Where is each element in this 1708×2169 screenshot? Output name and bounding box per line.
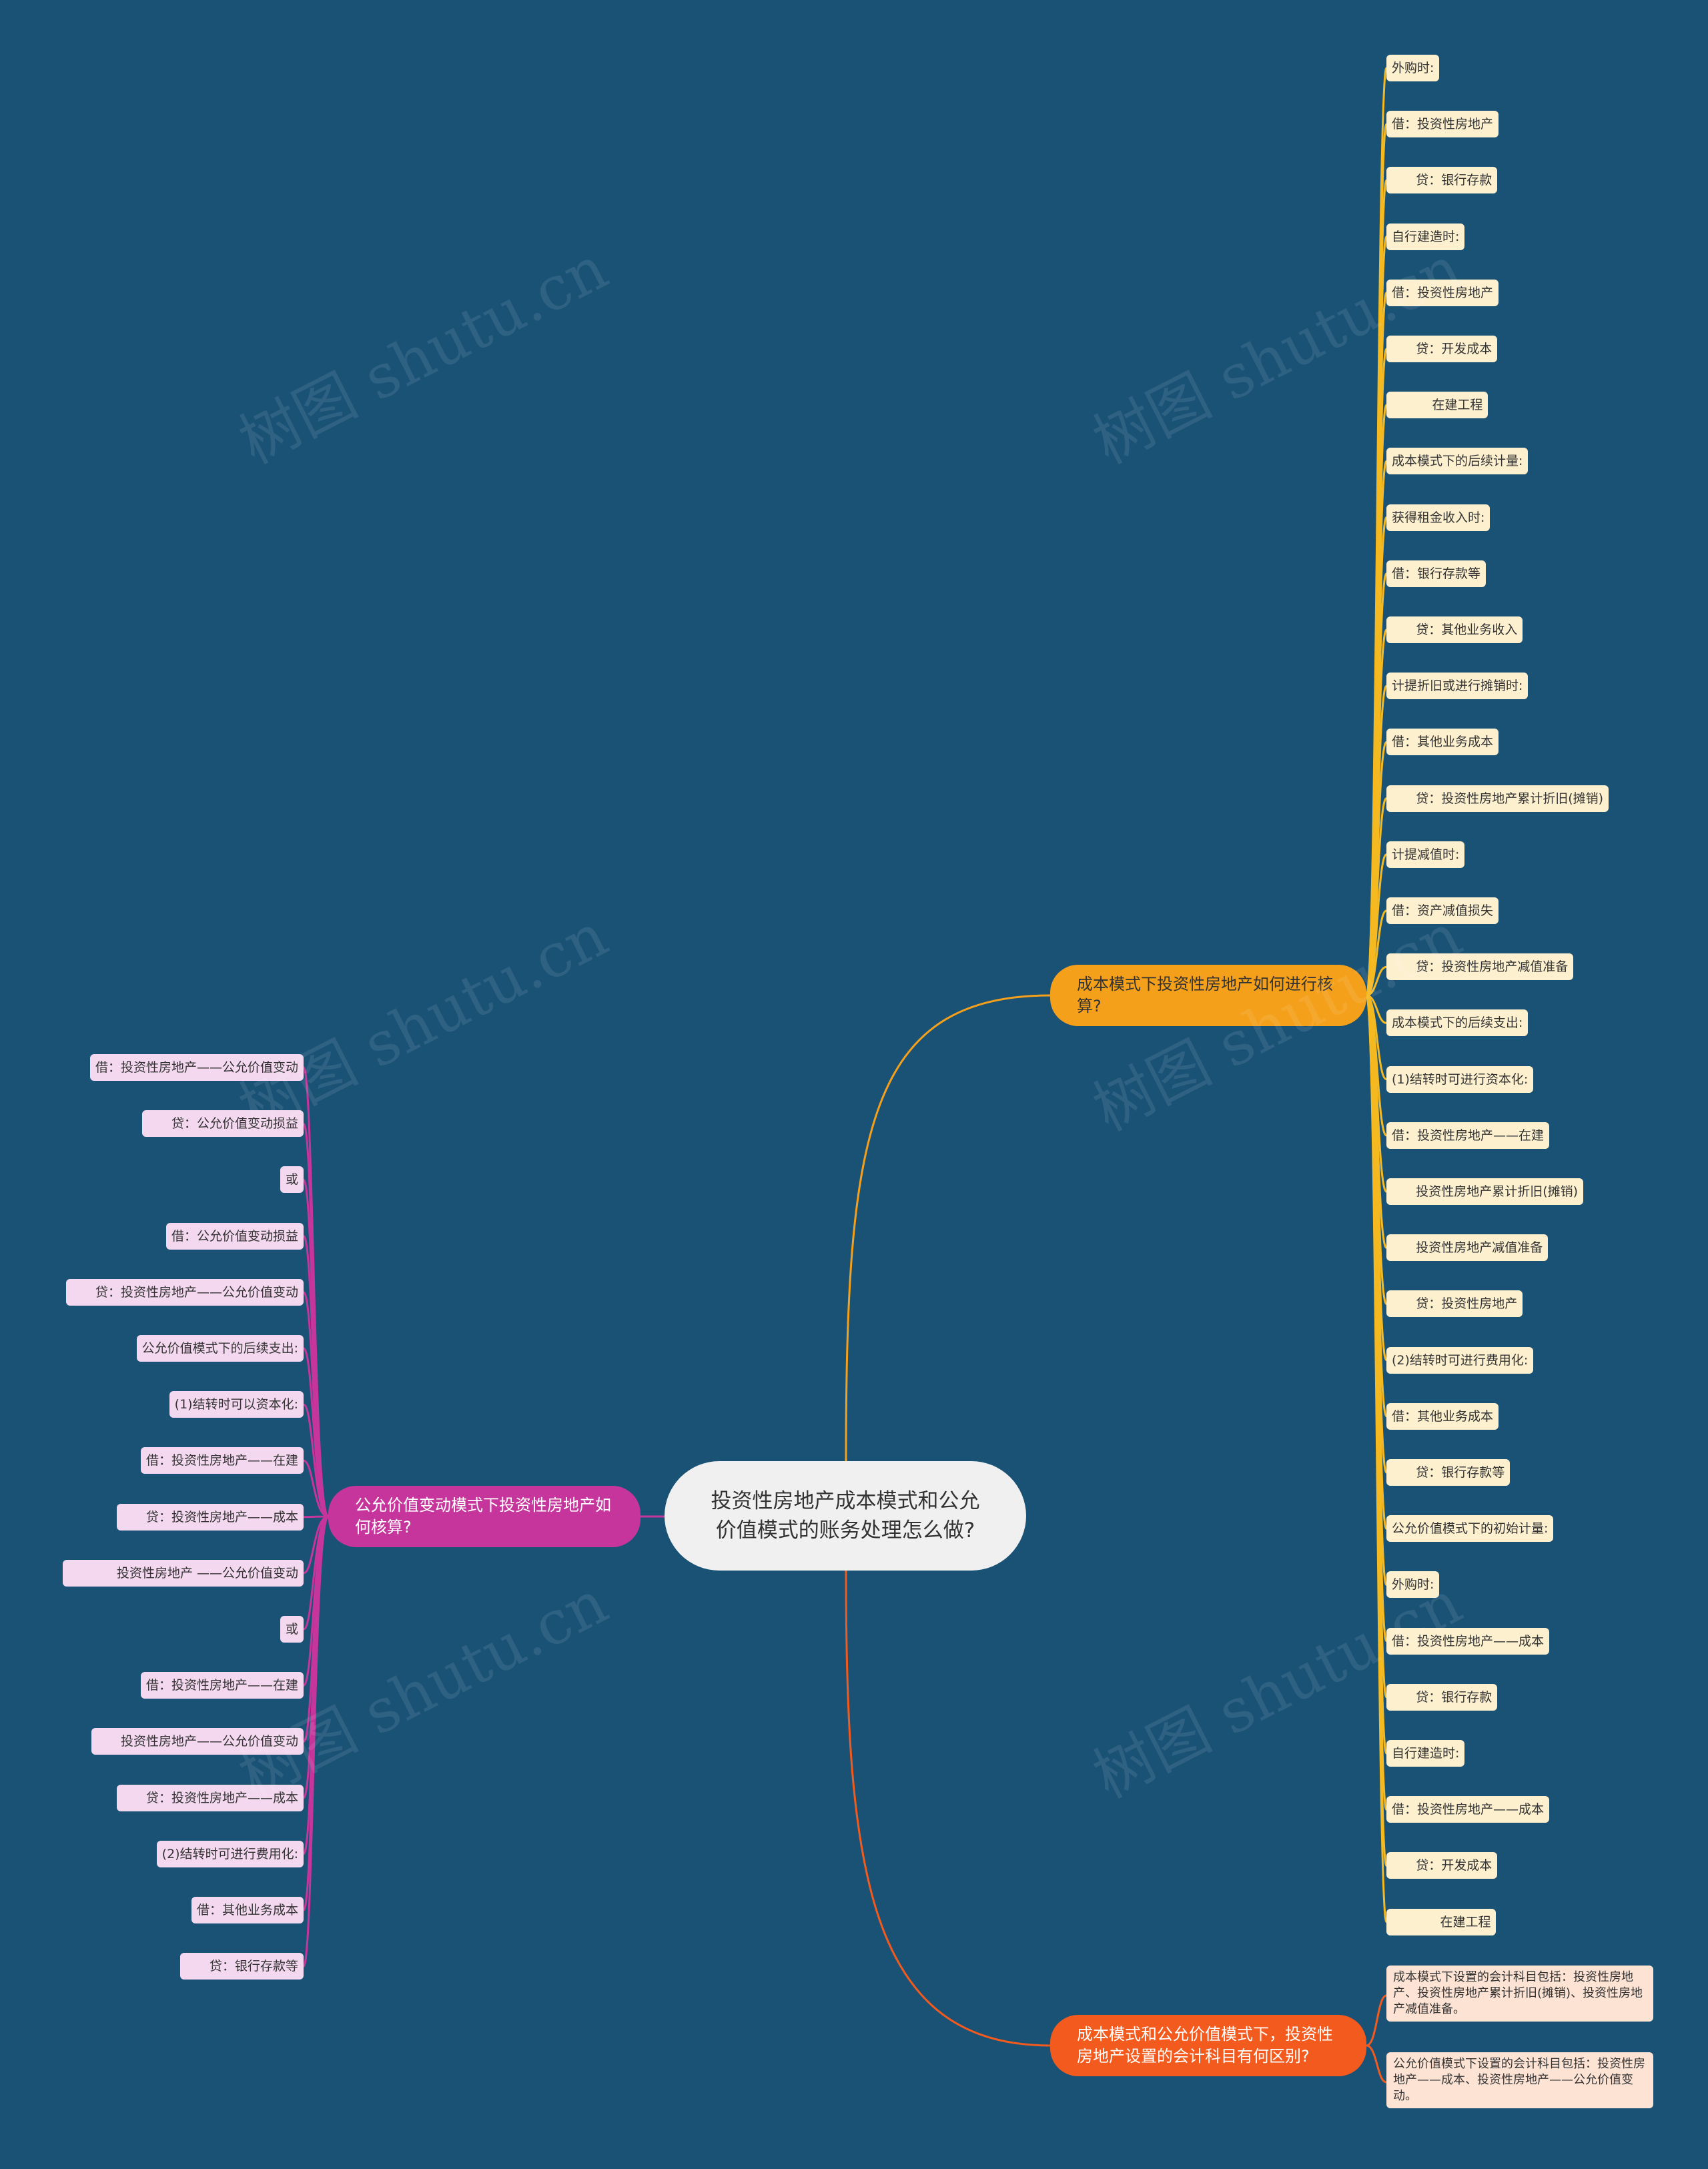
leaf-cost-9[interactable]: 借：银行存款等 — [1386, 560, 1486, 587]
leaf-fair-7[interactable]: 借：投资性房地产——在建 — [140, 1447, 304, 1474]
leaf-cost-25[interactable]: 贷：银行存款等 — [1386, 1459, 1511, 1486]
leaf-cost-33[interactable]: 在建工程 — [1386, 1908, 1497, 1935]
leaf-cost-20[interactable]: 投资性房地产累计折旧(摊销) — [1386, 1178, 1584, 1205]
leaf-difference-1[interactable]: 公允价值模式下设置的会计科目包括：投资性房地产——成本、投资性房地产——公允价值… — [1386, 2052, 1653, 2108]
leaf-cost-28[interactable]: 借：投资性房地产——成本 — [1386, 1627, 1550, 1655]
leaf-fair-13[interactable]: 贷：投资性房地产——成本 — [116, 1784, 304, 1811]
connector-line — [303, 1459, 329, 1518]
leaf-cost-24[interactable]: 借：其他业务成本 — [1386, 1402, 1499, 1430]
leaf-fair-1[interactable]: 贷：公允价值变动损益 — [141, 1110, 304, 1138]
leaf-cost-26[interactable]: 公允价值模式下的初始计量: — [1386, 1515, 1554, 1543]
branch-cost-model[interactable]: 成本模式下投资性房地产如何进行核算? — [1050, 965, 1366, 1026]
leaf-fair-14[interactable]: (2)结转时可进行费用化: — [156, 1840, 304, 1867]
leaf-fair-15[interactable]: 借：其他业务成本 — [191, 1897, 304, 1923]
leaf-cost-14[interactable]: 计提减值时: — [1386, 841, 1465, 868]
leaf-cost-2[interactable]: 贷：银行存款 — [1386, 167, 1498, 194]
leaf-cost-19[interactable]: 借：投资性房地产——在建 — [1386, 1122, 1550, 1149]
leaf-cost-17[interactable]: 成本模式下的后续支出: — [1386, 1009, 1529, 1037]
leaf-fair-4[interactable]: 贷：投资性房地产——公允价值变动 — [65, 1278, 304, 1306]
leaf-fair-12[interactable]: 投资性房地产——公允价值变动 — [91, 1728, 304, 1755]
connector-line — [1366, 1994, 1387, 2047]
leaf-cost-13[interactable]: 贷：投资性房地产累计折旧(摊销) — [1386, 785, 1609, 812]
root-topic[interactable]: 投资性房地产成本模式和公允价值模式的账务处理怎么做? — [665, 1461, 1026, 1571]
leaf-cost-7[interactable]: 成本模式下的后续计量: — [1386, 448, 1529, 475]
connector-line — [302, 1347, 329, 1518]
connector-line — [845, 1570, 1051, 2047]
leaf-cost-3[interactable]: 自行建造时: — [1386, 223, 1465, 250]
connector-line — [1366, 2044, 1387, 2084]
leaf-cost-27[interactable]: 外购时: — [1386, 1571, 1440, 1599]
leaf-fair-5[interactable]: 公允价值模式下的后续支出: — [136, 1335, 304, 1362]
leaf-fair-2[interactable]: 或 — [280, 1166, 304, 1194]
leaf-fair-0[interactable]: 借：投资性房地产——公允价值变动 — [89, 1054, 304, 1081]
leaf-cost-10[interactable]: 贷：其他业务收入 — [1386, 616, 1523, 643]
leaf-cost-0[interactable]: 外购时: — [1386, 55, 1440, 81]
leaf-cost-5[interactable]: 贷：开发成本 — [1386, 336, 1498, 362]
leaf-cost-16[interactable]: 贷：投资性房地产减值准备 — [1386, 953, 1574, 981]
branch-fair-value[interactable]: 公允价值变动模式下投资性房地产如何核算? — [328, 1486, 640, 1547]
leaf-cost-6[interactable]: 在建工程 — [1386, 392, 1488, 419]
leaf-cost-31[interactable]: 借：投资性房地产——成本 — [1386, 1796, 1550, 1823]
leaf-cost-21[interactable]: 投资性房地产减值准备 — [1386, 1234, 1549, 1262]
connector-line — [302, 1403, 329, 1518]
leaf-cost-22[interactable]: 贷：投资性房地产 — [1386, 1290, 1523, 1318]
branch-difference[interactable]: 成本模式和公允价值模式下，投资性房地产设置的会计科目有何区别? — [1050, 2015, 1366, 2076]
leaf-cost-12[interactable]: 借：其他业务成本 — [1386, 729, 1499, 756]
leaf-cost-29[interactable]: 贷：银行存款 — [1386, 1683, 1498, 1711]
leaf-cost-15[interactable]: 借：资产减值损失 — [1386, 897, 1499, 924]
leaf-cost-1[interactable]: 借：投资性房地产 — [1386, 111, 1499, 138]
leaf-fair-3[interactable]: 借：公允价值变动损益 — [165, 1222, 304, 1250]
connector-line — [1366, 965, 1387, 997]
leaf-fair-10[interactable]: 或 — [280, 1616, 304, 1643]
leaf-cost-30[interactable]: 自行建造时: — [1386, 1740, 1465, 1767]
leaf-cost-32[interactable]: 贷：开发成本 — [1386, 1852, 1498, 1879]
leaf-cost-8[interactable]: 获得租金收入时: — [1386, 504, 1490, 531]
leaf-fair-11[interactable]: 借：投资性房地产——在建 — [140, 1672, 304, 1699]
leaf-cost-4[interactable]: 借：投资性房地产 — [1386, 279, 1499, 306]
leaf-fair-9[interactable]: 投资性房地产 ——公允价值变动 — [63, 1559, 304, 1587]
connector-line — [1365, 994, 1388, 1923]
leaf-fair-8[interactable]: 贷：投资性房地产——成本 — [116, 1503, 304, 1531]
connector-line — [302, 1515, 330, 1968]
leaf-difference-0[interactable]: 成本模式下设置的会计科目包括：投资性房地产、投资性房地产累计折旧(摊销)、投资性… — [1386, 1966, 1653, 2022]
leaf-fair-16[interactable]: 贷：银行存款等 — [179, 1953, 304, 1980]
leaf-cost-23[interactable]: (2)结转时可进行费用化: — [1386, 1346, 1534, 1374]
leaf-cost-11[interactable]: 计提折旧或进行摊销时: — [1386, 673, 1529, 700]
leaf-cost-18[interactable]: (1)结转时可进行资本化: — [1386, 1065, 1534, 1093]
connector-line — [1366, 909, 1387, 997]
connector-line — [845, 994, 1051, 1462]
leaf-fair-6[interactable]: (1)结转时可以资本化: — [169, 1391, 304, 1418]
